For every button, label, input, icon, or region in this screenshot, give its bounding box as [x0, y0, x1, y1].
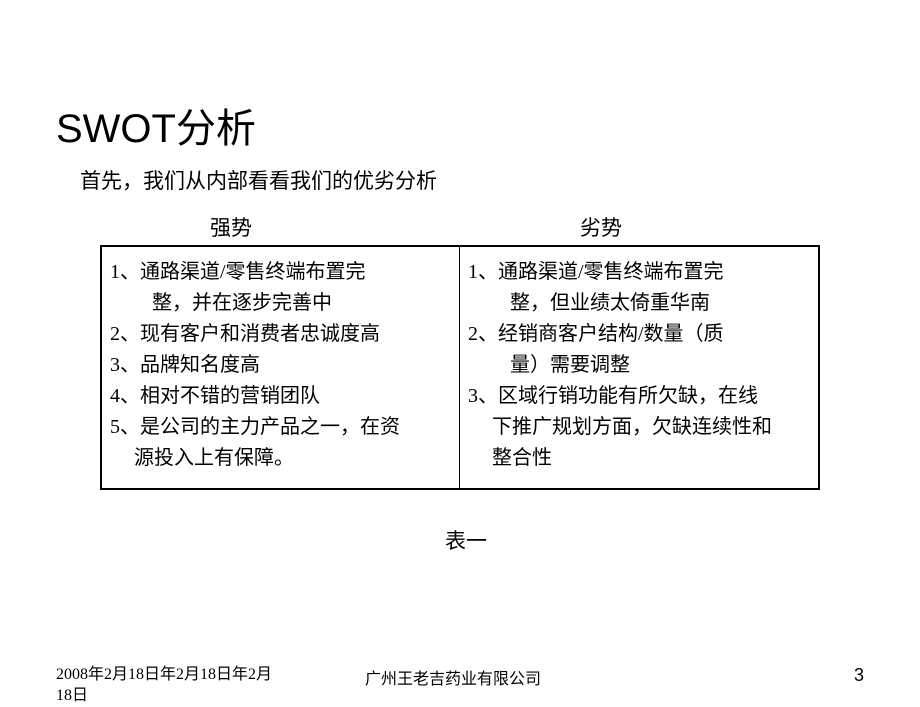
weakness-item: 下推广规划方面，欠缺连续性和	[468, 412, 810, 443]
weakness-item: 1、通路渠道/零售终端布置完	[468, 257, 810, 288]
strength-item: 5、是公司的主力产品之一，在资	[110, 412, 451, 443]
table-caption: 表一	[445, 525, 487, 555]
weaknesses-cell: 1、通路渠道/零售终端布置完 整，但业绩太倚重华南 2、经销商客户结构/数量（质…	[460, 247, 818, 488]
header-strengths: 强势	[210, 212, 252, 242]
strengths-cell: 1、通路渠道/零售终端布置完 整，并在逐步完善中 2、现有客户和消费者忠诚度高 …	[102, 247, 460, 488]
weakness-item: 整，但业绩太倚重华南	[468, 288, 810, 319]
weakness-item: 2、经销商客户结构/数量（质	[468, 319, 810, 350]
strength-item: 4、相对不错的营销团队	[110, 381, 451, 412]
weakness-item: 量）需要调整	[468, 350, 810, 381]
header-weaknesses: 劣势	[580, 212, 622, 242]
weakness-item: 3、区域行销功能有所欠缺，在线	[468, 381, 810, 412]
strength-item: 整，并在逐步完善中	[110, 288, 451, 319]
footer-company: 广州王老吉药业有限公司	[365, 665, 541, 689]
footer-date: 2008年2月18日年2月18日年2月18日	[56, 665, 276, 707]
slide-subtitle: 首先，我们从内部看看我们的优劣分析	[80, 165, 437, 195]
footer-page-number: 3	[854, 665, 864, 686]
slide-title: SWOT分析	[56, 96, 256, 154]
strength-item: 源投入上有保障。	[110, 443, 451, 474]
weakness-item: 整合性	[468, 443, 810, 474]
strength-item: 2、现有客户和消费者忠诚度高	[110, 319, 451, 350]
strength-item: 1、通路渠道/零售终端布置完	[110, 257, 451, 288]
swot-table: 1、通路渠道/零售终端布置完 整，并在逐步完善中 2、现有客户和消费者忠诚度高 …	[100, 245, 820, 490]
strength-item: 3、品牌知名度高	[110, 350, 451, 381]
